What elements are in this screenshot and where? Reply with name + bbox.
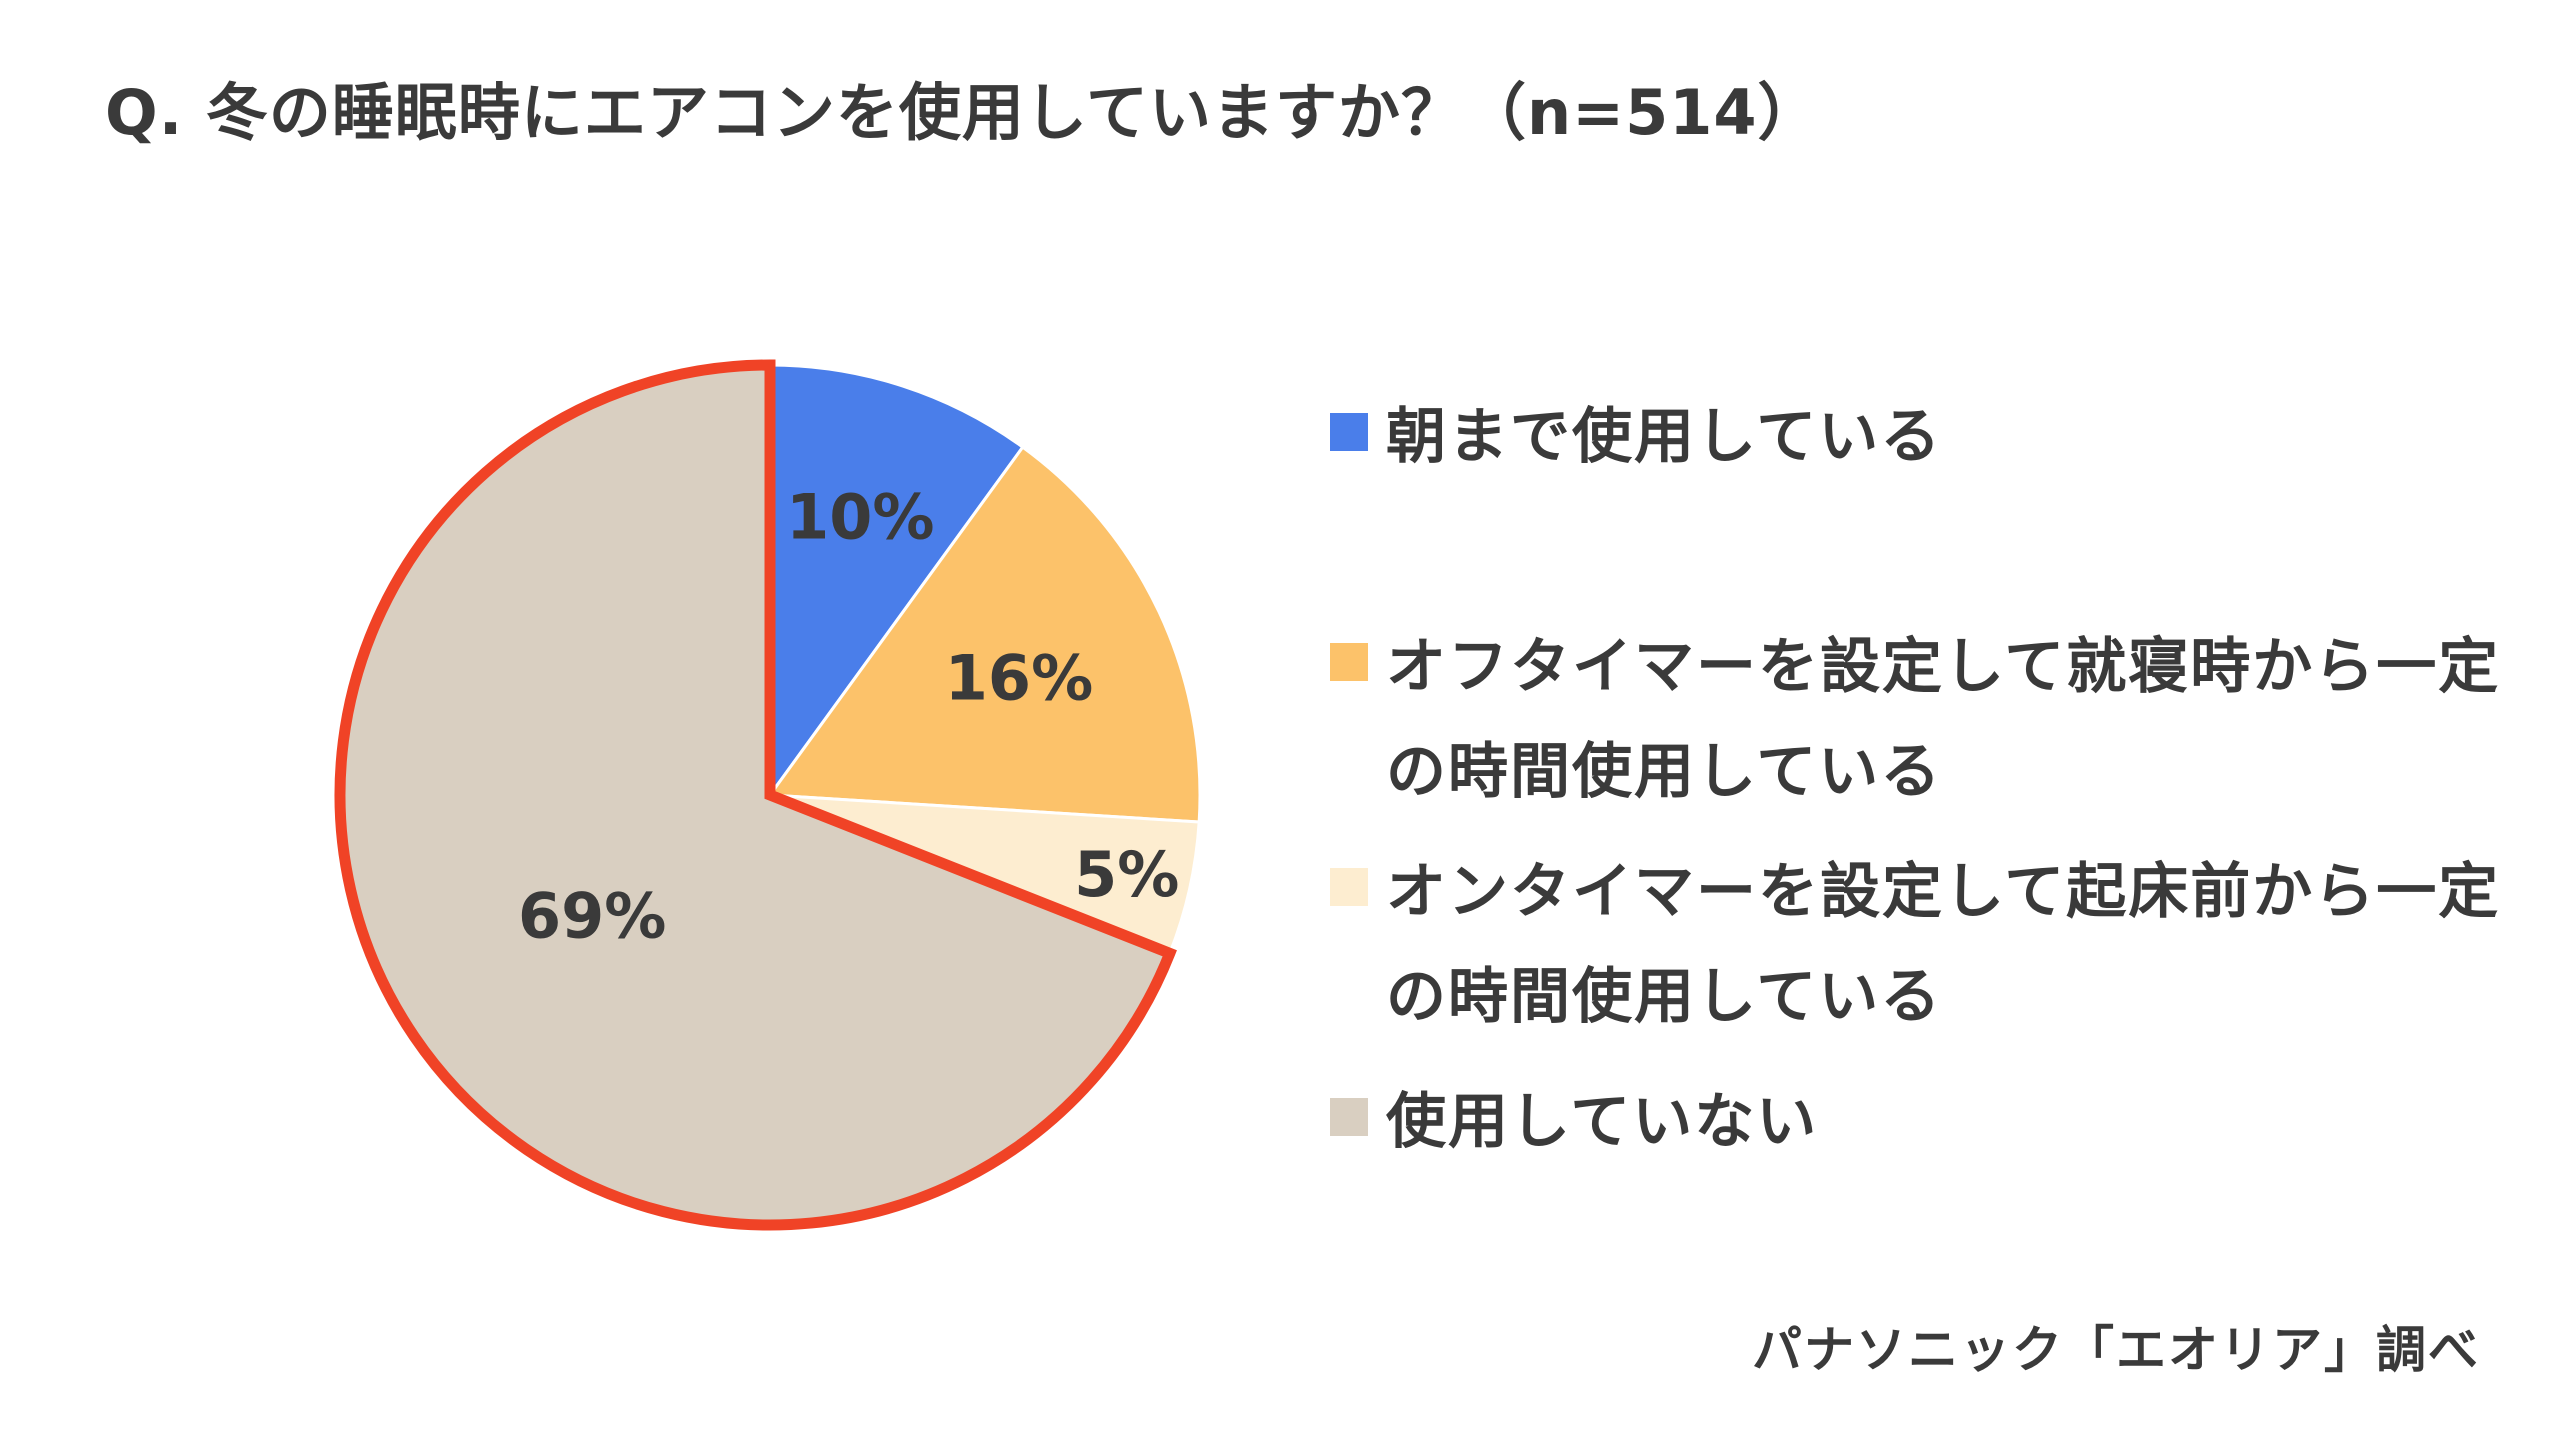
legend-swatch-2 — [1330, 868, 1368, 906]
slice-labels: 10% 16% 5% 69% — [518, 480, 1179, 952]
pie-slices — [338, 363, 1202, 1227]
highlight-outline-group — [334, 359, 1177, 1231]
chart-title: Q. 冬の睡眠時にエアコンを使用していますか？（n=514） — [105, 76, 1821, 149]
highlight-outline — [334, 359, 1177, 1231]
slice-label-2: 5% — [1074, 838, 1179, 911]
legend-label-3: 使用していない — [1386, 1087, 1819, 1157]
legend-swatch-0 — [1330, 413, 1368, 451]
pie-slice-1 — [767, 445, 1202, 824]
legend-swatch-1 — [1330, 643, 1368, 681]
legend-label-0: 朝まで使用している — [1386, 402, 1943, 472]
legend-swatch-3 — [1330, 1098, 1368, 1136]
pie-slice-0 — [768, 363, 1025, 800]
slice-label-3: 69% — [518, 879, 666, 952]
legend-label-1: オフタイマーを設定して就寝時から一定の時間使用している — [1386, 632, 2501, 807]
legend-label-2: オンタイマーを設定して起床前から一定の時間使用している — [1386, 857, 2501, 1032]
slice-label-1: 16% — [945, 641, 1093, 714]
source-credit: パナソニック「エオリア」調べ — [1752, 1321, 2480, 1379]
slice-label-0: 10% — [786, 480, 934, 553]
